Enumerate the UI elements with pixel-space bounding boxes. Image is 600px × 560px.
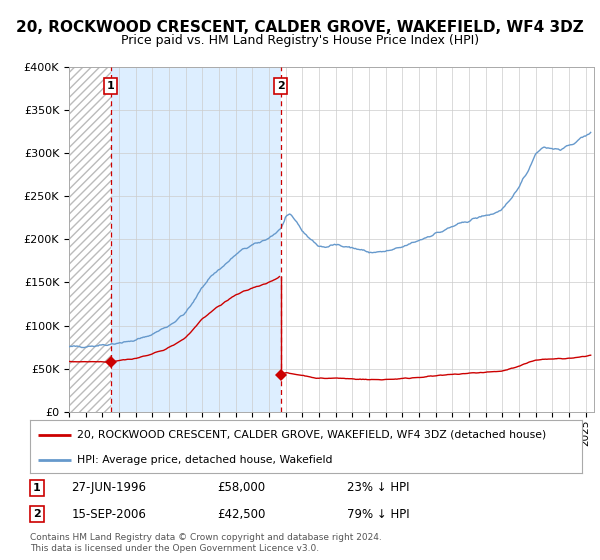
Text: Price paid vs. HM Land Registry's House Price Index (HPI): Price paid vs. HM Land Registry's House … — [121, 34, 479, 46]
Text: 2: 2 — [277, 81, 285, 91]
Bar — [69, 67, 110, 412]
Text: 27-JUN-1996: 27-JUN-1996 — [71, 481, 146, 494]
Text: 20, ROCKWOOD CRESCENT, CALDER GROVE, WAKEFIELD, WF4 3DZ (detached house): 20, ROCKWOOD CRESCENT, CALDER GROVE, WAK… — [77, 430, 546, 440]
Text: 15-SEP-2006: 15-SEP-2006 — [71, 508, 146, 521]
Text: £58,000: £58,000 — [218, 481, 266, 494]
Text: 1: 1 — [33, 483, 40, 493]
Text: £42,500: £42,500 — [218, 508, 266, 521]
Text: 23% ↓ HPI: 23% ↓ HPI — [347, 481, 410, 494]
Bar — [110, 67, 281, 412]
Text: 1: 1 — [107, 81, 115, 91]
Text: Contains HM Land Registry data © Crown copyright and database right 2024.
This d: Contains HM Land Registry data © Crown c… — [30, 533, 382, 553]
Text: 2: 2 — [33, 509, 40, 519]
Text: HPI: Average price, detached house, Wakefield: HPI: Average price, detached house, Wake… — [77, 455, 332, 465]
Text: 79% ↓ HPI: 79% ↓ HPI — [347, 508, 410, 521]
Text: 20, ROCKWOOD CRESCENT, CALDER GROVE, WAKEFIELD, WF4 3DZ: 20, ROCKWOOD CRESCENT, CALDER GROVE, WAK… — [16, 20, 584, 35]
